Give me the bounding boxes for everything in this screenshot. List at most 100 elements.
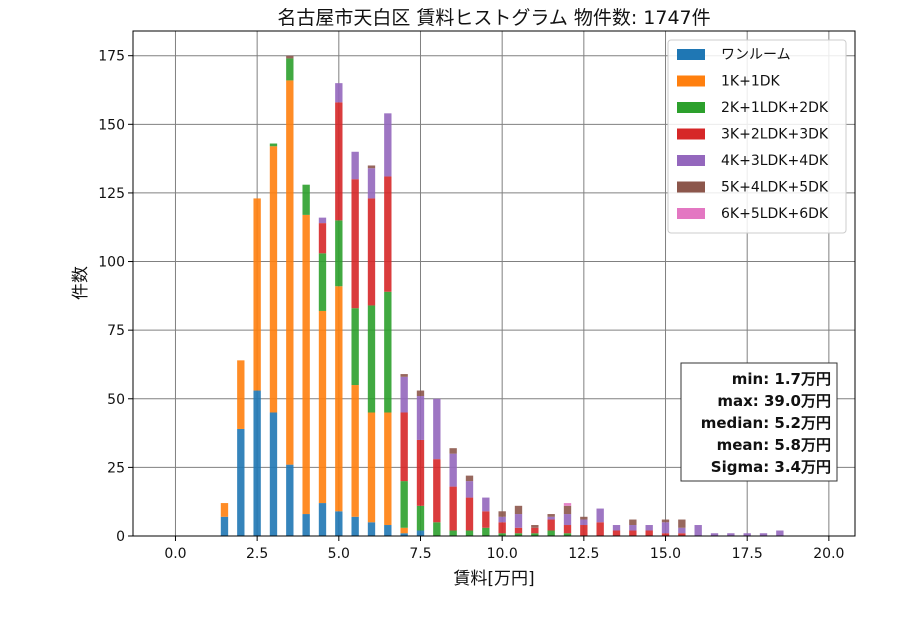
x-tick-label: 15.0 [650,546,681,562]
bar-segment [629,519,637,526]
stats-line: mean: 5.8万円 [717,436,831,454]
bar-segment [580,516,588,520]
bar-segment [759,533,768,536]
bar-segment [433,398,441,460]
bar-segment [384,291,392,413]
bar-segment [710,533,719,536]
stats-line: median: 5.2万円 [701,414,831,432]
bar-segment [269,143,278,147]
bar-segment [318,253,327,311]
bar-segment [465,475,474,482]
bar-segment [498,516,506,523]
x-tick-label: 0.0 [164,546,186,562]
bar-segment [514,533,523,536]
y-tick-label: 175 [98,49,125,65]
bar-segment [498,511,506,517]
bar-segment [302,514,310,536]
bar-segment [563,505,572,515]
bar-segment [678,533,686,536]
bar-segment [286,464,294,536]
bar-segment [678,527,686,534]
x-tick-label: 20.0 [813,546,844,562]
bar-segment [694,525,702,536]
bar-segment [433,459,441,523]
legend-label: 6K+5LDK+6DK [721,206,829,222]
bar-segment [547,519,555,531]
legend-label: 4K+3LDK+4DK [721,153,829,169]
legend-swatch [677,208,705,219]
bar-segment [465,530,474,536]
bar-segment [678,519,686,528]
bar-segment [547,530,555,536]
legend-swatch [677,181,705,193]
bar-segment [612,530,621,536]
axes-frame [132,30,856,537]
legend-swatch [677,155,705,166]
y-tick-label: 50 [107,392,125,408]
bar-segment [580,525,588,536]
x-axis-title: 賃料[万円] [453,569,534,589]
bar-segment [531,527,539,534]
bar-segment [220,503,229,517]
bar-segment [351,151,359,180]
bar-segment [253,390,261,536]
bar-segment [563,514,572,526]
bar-segment [367,198,376,306]
bar-segment [367,168,376,199]
bar-segment [449,486,457,531]
bar-segment [514,514,523,528]
y-tick-label: 100 [98,255,125,271]
bar-segment [367,165,376,169]
y-tick-label: 75 [107,323,125,339]
bar-segment [498,533,506,536]
legend-label: 5K+4LDK+5DK [721,180,829,196]
bar-segment [727,533,735,536]
bar-segment [465,481,474,498]
bar-segment [449,453,457,487]
bar-segment [645,525,653,531]
bar-segment [547,514,555,517]
bar-segment [416,439,425,506]
bar-segment [335,286,343,512]
bar-segment [286,58,294,81]
bar-segment [335,102,343,221]
y-tick-label: 25 [107,460,125,476]
bar-segment [400,376,408,413]
legend: ワンルーム 1K+1DK 2K+1LDK+2DK 3K+2LDK+3DK 4K+3LDK… [667,39,847,234]
bar-segment [563,503,572,506]
y-tick-label: 0 [116,529,125,545]
bar-segment [384,525,392,536]
stats-line: min: 1.7万円 [732,370,831,388]
bar-segment [384,113,392,177]
bar-segment [318,310,327,504]
bar-segment [318,223,327,254]
bar-segment [596,522,604,536]
bar-segment [563,533,572,536]
bar-segment [482,511,490,528]
bar-segment [531,525,539,528]
bar-segment [629,525,637,531]
legend-swatch [677,128,705,140]
legend-swatch [677,102,705,113]
legend-label: 2K+1LDK+2DK [721,100,829,116]
bar-segment [661,519,670,523]
bar-segment [400,412,408,482]
bar-segment [269,412,278,536]
bar-segment [400,533,408,536]
bar-segment [465,497,474,531]
bar-segment [367,305,376,413]
x-tick-label: 7.5 [409,546,431,562]
bar-segment [596,508,604,523]
bar-segment [416,396,425,440]
legend-label: 1K+1DK [721,74,781,90]
y-tick-label: 125 [98,186,125,202]
bar-segment [416,505,425,531]
bar-segment [482,497,490,512]
legend-frame [667,39,847,234]
bar-segment [547,516,555,520]
bar-segment [743,533,751,536]
bar-segment [253,198,261,391]
bar-segment [351,179,359,309]
bar-segment [433,522,441,536]
bar-segment [351,385,359,517]
